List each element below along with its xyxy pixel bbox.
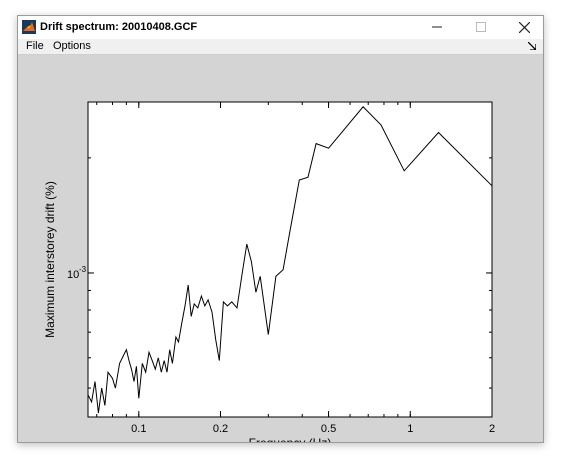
title-bar[interactable]: Drift spectrum: 20010408.GCF bbox=[18, 16, 543, 39]
x-tick-label: 2 bbox=[489, 423, 495, 435]
x-axis-label: Frequency (Hz) bbox=[249, 436, 332, 442]
menu-file[interactable]: File bbox=[26, 40, 44, 52]
dock-arrow-icon[interactable] bbox=[528, 42, 536, 50]
series-line bbox=[87, 106, 493, 414]
x-tick-label: 0.1 bbox=[131, 423, 146, 435]
axes-box bbox=[87, 101, 493, 418]
x-tick-label: 0.5 bbox=[321, 423, 336, 435]
figure-canvas: 0.1 0.2 0.5 1 2 10-3 Frequency (Hz) Maximum int… bbox=[18, 55, 543, 450]
minimize-button[interactable] bbox=[415, 16, 459, 39]
close-icon bbox=[518, 21, 530, 34]
x-tick-label: 1 bbox=[407, 423, 413, 435]
matlab-logo-icon bbox=[22, 20, 36, 34]
figure-window: Drift spectrum: 20010408.GCF File Option… bbox=[17, 15, 544, 450]
menu-options[interactable]: Options bbox=[53, 40, 91, 52]
maximize-button[interactable] bbox=[459, 16, 503, 39]
x-tick-label: 0.2 bbox=[213, 423, 228, 435]
close-button[interactable] bbox=[502, 16, 546, 39]
y-tick-label: 10 bbox=[67, 269, 79, 281]
y-axis-label: Maximum interstorey drift (%) bbox=[43, 181, 57, 338]
window-title: Drift spectrum: 20010408.GCF bbox=[40, 21, 198, 33]
y-tick-label-exponent: -3 bbox=[79, 265, 87, 274]
minimize-icon bbox=[432, 26, 442, 28]
drift-spectrum-chart: 0.1 0.2 0.5 1 2 10-3 Frequency (Hz) Maximum int… bbox=[43, 101, 495, 450]
maximize-icon bbox=[476, 22, 486, 32]
menu-bar: File Options bbox=[18, 39, 543, 55]
